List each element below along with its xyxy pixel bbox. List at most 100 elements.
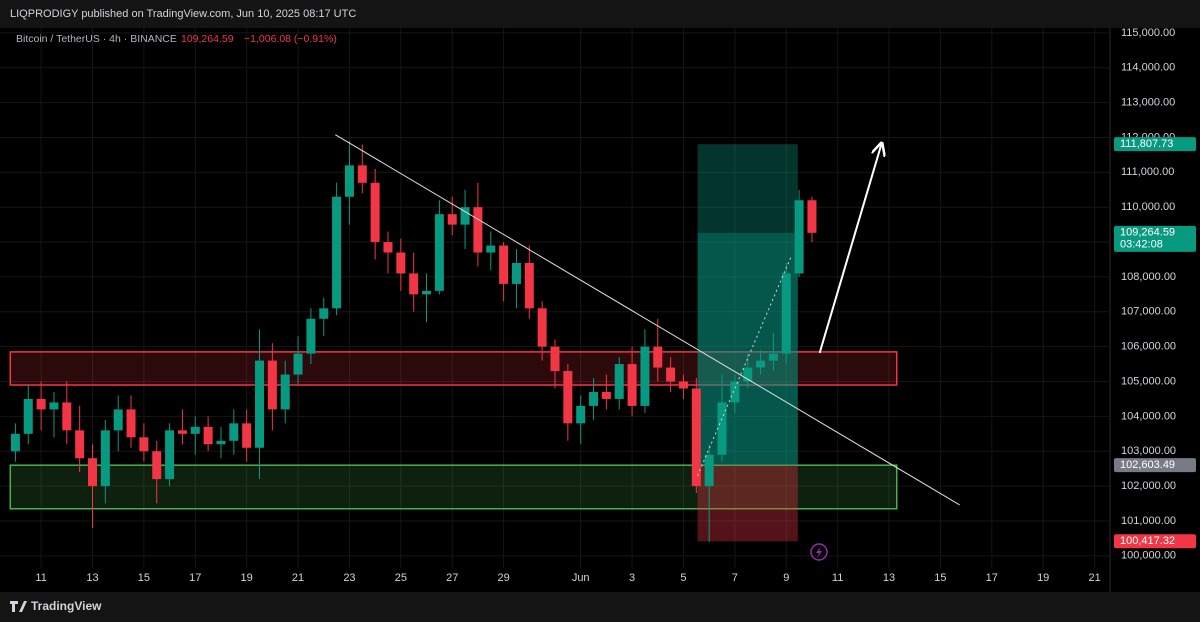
candle-body (499, 245, 509, 284)
brand: TradingView (31, 599, 102, 613)
y-tick-label: 114,000.00 (1121, 62, 1175, 74)
candle-body (743, 367, 753, 382)
y-tick-label: 115,000.00 (1121, 27, 1175, 39)
candle-body (717, 402, 727, 455)
y-tick-label: 101,000.00 (1121, 515, 1176, 527)
candle-body (576, 405, 586, 424)
top-bar (0, 0, 1200, 28)
candle-body (396, 252, 406, 274)
candle-body (524, 262, 534, 309)
candle-body (75, 430, 85, 459)
candle-body (267, 360, 277, 410)
x-tick-label: 21 (292, 572, 304, 584)
candle-body (332, 196, 342, 309)
x-tick-label: 5 (680, 572, 686, 584)
trend-line (335, 134, 960, 506)
candle-body (139, 437, 149, 452)
event-icon[interactable] (810, 543, 828, 561)
candle-body (177, 430, 187, 434)
y-tick-label: 106,000.00 (1121, 341, 1176, 353)
x-tick-label: 15 (934, 572, 946, 584)
y-tick-label: 102,000.00 (1121, 480, 1176, 492)
y-tick-label: 100,000.00 (1121, 550, 1176, 562)
x-tick-label: 11 (35, 572, 46, 584)
candle-body (511, 262, 521, 284)
candle-body (255, 360, 265, 448)
candle-body (306, 318, 316, 354)
candle-body (768, 353, 778, 361)
candle-body (807, 200, 817, 233)
x-tick-label: 9 (783, 572, 789, 584)
loss-zone (697, 465, 798, 542)
y-tick-label: 111,000.00 (1121, 166, 1174, 178)
candle-body (473, 207, 483, 253)
candle-body (242, 423, 252, 448)
candle-body (280, 374, 290, 410)
candle-body (344, 165, 354, 197)
y-tick-label: 107,000.00 (1121, 306, 1176, 318)
x-tick-label: 3 (629, 572, 635, 584)
x-tick-label: 17 (986, 572, 998, 584)
candle-body (794, 200, 804, 274)
price-label-box (1114, 534, 1196, 549)
x-tick-label: 23 (343, 572, 355, 584)
price-label-box (1114, 225, 1196, 252)
x-tick-label: 21 (1088, 572, 1100, 584)
candle-body (10, 433, 20, 452)
candle-body (23, 398, 33, 434)
publisher: LIQPRODIGY published on TradingView.com,… (10, 8, 356, 20)
candle-body (36, 398, 46, 410)
x-tick-label: 19 (1037, 572, 1049, 584)
x-tick-label: 13 (86, 572, 98, 584)
candle-body (537, 308, 547, 347)
y-tick-label: 110,000.00 (1121, 201, 1175, 213)
candle-body (678, 381, 688, 389)
candle-body (691, 388, 701, 487)
y-tick-label: 108,000.00 (1121, 271, 1176, 283)
y-tick-label: 105,000.00 (1121, 375, 1176, 387)
candle-body (460, 207, 470, 225)
price-label: 100,417.32 (1120, 535, 1175, 547)
logo (10, 601, 27, 612)
price-label-box (1114, 137, 1196, 152)
open-profit (697, 232, 798, 466)
last-price: 109,264.59 (181, 33, 234, 45)
x-tick-label: 7 (732, 572, 738, 584)
x-tick-label: 17 (189, 572, 201, 584)
candle-body (383, 242, 393, 253)
price-change: −1,006.08 (−0.91%) (244, 33, 337, 45)
bottom-bar (0, 592, 1200, 622)
y-tick-label: 104,000.00 (1121, 410, 1176, 422)
price-label-box (1114, 458, 1196, 473)
candle-body (190, 426, 200, 434)
candle-body (550, 346, 560, 372)
x-tick-label: 11 (832, 572, 843, 584)
symbol: Bitcoin / TetherUS · 4h · BINANCE (16, 33, 177, 45)
candle-body (601, 391, 611, 399)
price-label: 111,807.73 (1120, 138, 1173, 150)
candle-body (563, 371, 573, 424)
profit-zone (697, 144, 798, 466)
price-label: 102,603.49 (1120, 459, 1175, 471)
price-label: 109,264.59 (1120, 227, 1175, 239)
candle-body (293, 353, 303, 375)
candle-body (434, 214, 444, 291)
candle-body (203, 426, 213, 445)
candle-body (49, 402, 59, 410)
candle-body (370, 182, 380, 243)
candle-body (88, 458, 97, 487)
x-tick-label: 13 (883, 572, 895, 584)
y-tick-label: 113,000.00 (1121, 97, 1175, 109)
candle-body (756, 360, 766, 368)
candle-body (486, 245, 496, 253)
candle-body (113, 409, 123, 431)
candle-body (152, 451, 162, 480)
x-tick-label: 25 (395, 572, 407, 584)
candle-body (614, 364, 624, 399)
candle-body (422, 290, 432, 295)
candle-body (589, 391, 599, 406)
x-tick-label: 27 (446, 572, 458, 584)
candle-body (781, 273, 791, 354)
x-tick-label: Jun (572, 572, 590, 584)
